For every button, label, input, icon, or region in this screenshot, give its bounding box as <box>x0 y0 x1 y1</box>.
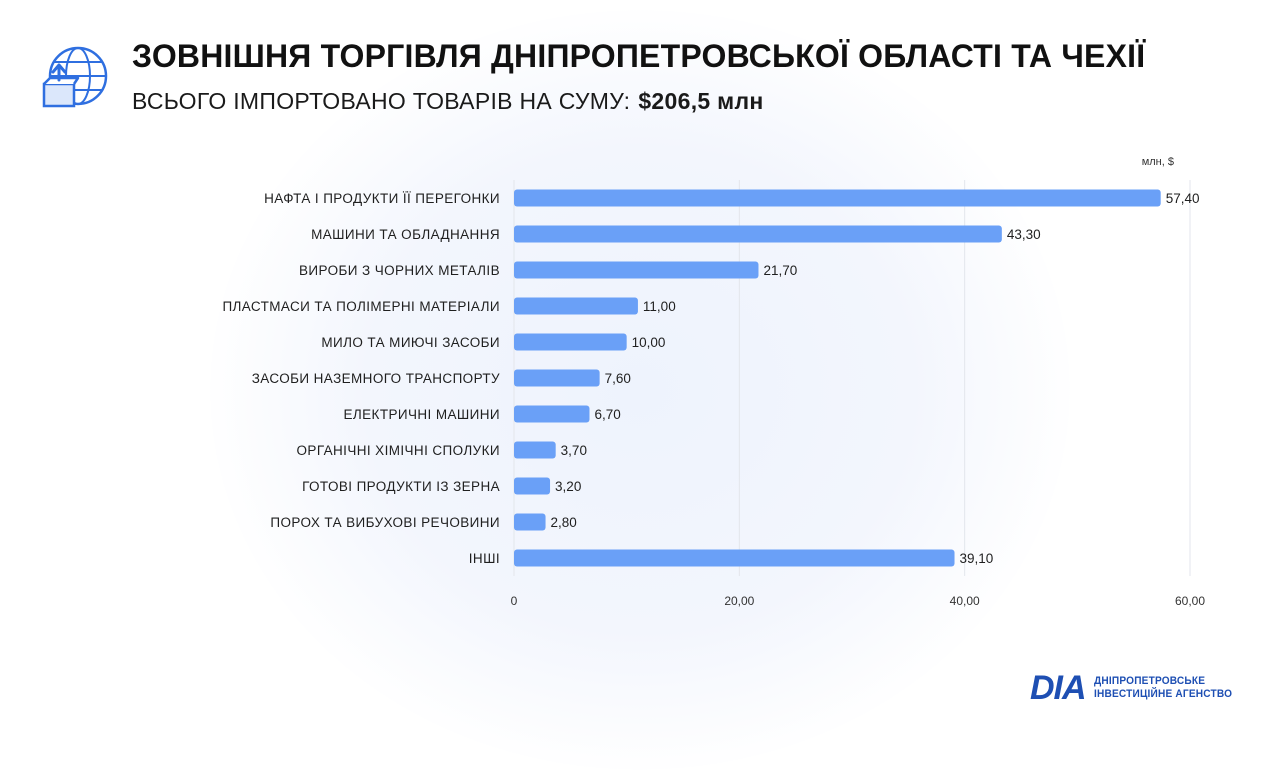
brand-line-1: ДНІПРОПЕТРОВСЬКЕ <box>1093 675 1205 687</box>
value-label: 39,10 <box>960 551 994 566</box>
brand-mark: DIA <box>1030 669 1087 707</box>
value-label: 3,20 <box>555 479 581 494</box>
bar <box>514 189 1161 207</box>
bar <box>514 549 955 567</box>
category-label: ГОТОВІ ПРОДУКТИ ІЗ ЗЕРНА <box>302 479 500 494</box>
category-label: ПЛАСТМАСИ ТА ПОЛІМЕРНІ МАТЕРІАЛИ <box>222 299 500 314</box>
x-tick-label: 40,00 <box>950 594 980 608</box>
brand-name: ДНІПРОПЕТРОВСЬКЕ ІНВЕСТИЦІЙНЕ АГЕНСТВО <box>1094 675 1232 701</box>
value-label: 7,60 <box>605 371 631 386</box>
brand-logo: DIA ДНІПРОПЕТРОВСЬКЕ ІНВЕСТИЦІЙНЕ АГЕНСТ… <box>1030 668 1244 708</box>
chart-labels: 0 20,00 40,00 60,00 НАФТА І ПРОДУКТИ ЇЇ ПЕРЕ… <box>222 191 1205 608</box>
category-label: МАШИНИ ТА ОБЛАДНАННЯ <box>311 227 500 242</box>
value-label: 11,00 <box>643 299 676 314</box>
value-label: 6,70 <box>594 407 620 422</box>
category-label: ОРГАНІЧНІ ХІМІЧНІ СПОЛУКИ <box>297 443 500 458</box>
bar <box>514 333 627 351</box>
page-subtitle: ВСЬОГО ІМПОРТОВАНО ТОВАРІВ НА СУМУ: $206,… <box>132 88 764 115</box>
x-tick-label: 0 <box>511 594 518 608</box>
bar <box>514 477 551 495</box>
value-label: 43,30 <box>1007 227 1041 242</box>
subtitle-label: ВСЬОГО ІМПОРТОВАНО ТОВАРІВ НА СУМУ: <box>132 88 631 114</box>
bar <box>514 441 556 459</box>
brand-line-2: ІНВЕСТИЦІЙНЕ АГЕНСТВО <box>1093 688 1232 700</box>
category-label: ВИРОБИ З ЧОРНИХ МЕТАЛІВ <box>299 263 500 278</box>
x-tick-label: 20,00 <box>724 594 754 608</box>
category-label: ПОРОХ ТА ВИБУХОВІ РЕЧОВИНИ <box>270 515 500 530</box>
category-label: МИЛО ТА МИЮЧІ ЗАСОБИ <box>321 335 500 350</box>
bar <box>514 261 759 279</box>
globe-box-icon <box>42 46 108 108</box>
bar <box>514 297 638 315</box>
value-label: 21,70 <box>763 263 797 278</box>
bar <box>514 405 590 423</box>
bar <box>514 225 1002 243</box>
category-label: НАФТА І ПРОДУКТИ ЇЇ ПЕРЕГОНКИ <box>264 191 500 206</box>
category-label: ЗАСОБИ НАЗЕМНОГО ТРАНСПОРТУ <box>252 371 500 386</box>
chart-unit-label: млн, $ <box>1142 156 1174 168</box>
bar <box>514 513 546 531</box>
chart-bars <box>514 189 1161 567</box>
import-bar-chart: 0 20,00 40,00 60,00 НАФТА І ПРОДУКТИ ЇЇ ПЕРЕ… <box>222 156 1205 608</box>
category-label: ЕЛЕКТРИЧНІ МАШИНИ <box>343 407 500 422</box>
page-title: ЗОВНІШНЯ ТОРГІВЛЯ ДНІПРОПЕТРОВСЬКОЇ ОБЛА… <box>132 38 1146 74</box>
value-label: 2,80 <box>551 515 577 530</box>
bar <box>514 369 600 387</box>
x-tick-label: 60,00 <box>1175 594 1205 608</box>
value-label: 10,00 <box>632 335 666 350</box>
value-label: 3,70 <box>561 443 587 458</box>
category-label: ІНШІ <box>469 551 500 566</box>
value-label: 57,40 <box>1166 191 1200 206</box>
subtitle-total: $206,5 млн <box>638 88 764 114</box>
chart-gridlines <box>513 180 1191 576</box>
